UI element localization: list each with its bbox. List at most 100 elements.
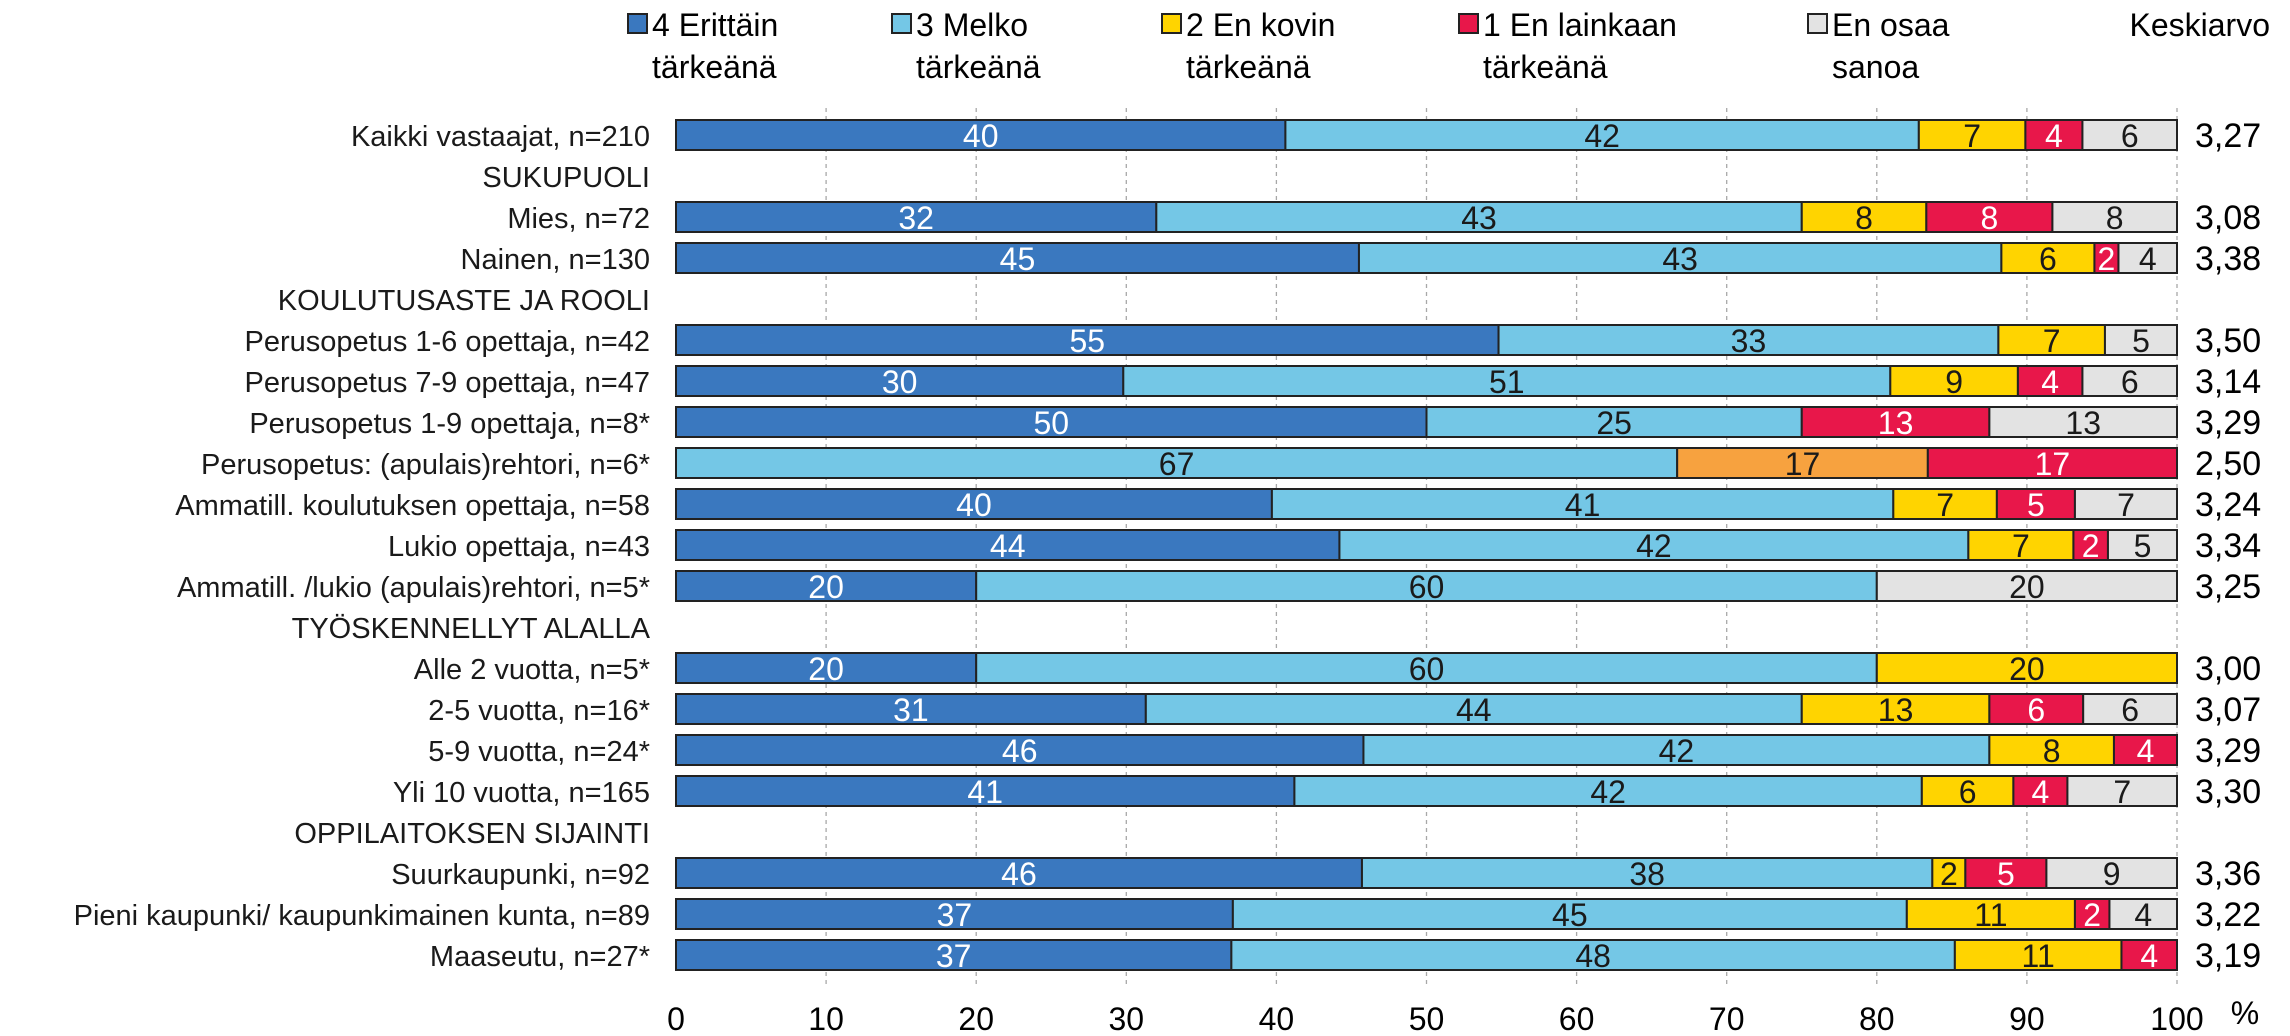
mean-column-header: Keskiarvo [2130, 7, 2271, 43]
x-unit-label: % [2231, 995, 2259, 1031]
data-label: 2 [2082, 528, 2100, 564]
data-label: 41 [1565, 487, 1601, 523]
bar-segment [1875, 570, 2179, 602]
data-label: 7 [1963, 118, 1981, 154]
data-label: 8 [1980, 200, 1998, 236]
legend-swatch [891, 13, 912, 34]
data-label: 6 [2121, 364, 2139, 400]
bar-segment [1988, 406, 2178, 438]
data-label: 8 [2106, 200, 2124, 236]
bar-segment [1357, 242, 2003, 274]
legend-swatch [1161, 13, 1182, 34]
bar-segment [1931, 857, 1967, 889]
data-label: 41 [967, 774, 1003, 810]
legend-label: 2 En kovin [1186, 7, 1335, 43]
data-label: 4 [2140, 938, 2158, 974]
bar-segment [1925, 201, 2054, 233]
category-label: Perusopetus 7-9 opettaja, n=47 [245, 367, 651, 399]
bar-segment [2073, 898, 2111, 930]
data-label: 8 [1855, 200, 1873, 236]
x-tick-label: 40 [1259, 1001, 1295, 1036]
data-label: 51 [1489, 364, 1525, 400]
bar-segment [1676, 447, 1929, 479]
bar-segment [2112, 734, 2179, 766]
data-label: 4 [2041, 364, 2059, 400]
legend-label: 3 Melko [916, 7, 1028, 43]
bar-segment [2016, 365, 2084, 397]
data-label: 5 [2132, 323, 2150, 359]
legend-label: tärkeänä [1483, 49, 1608, 85]
bar-segment [2012, 775, 2069, 807]
legend-label: 1 En lainkaan [1483, 7, 1677, 43]
x-tick-label: 90 [2009, 1001, 2045, 1036]
bar-segment [1997, 324, 2106, 356]
x-axis: 0 10 20 30 40 50 60 70 80 90 100% [667, 995, 2259, 1036]
data-label: 20 [2009, 651, 2045, 687]
category-label: Perusopetus 1-6 opettaja, n=42 [245, 326, 651, 358]
data-label: 7 [2043, 323, 2061, 359]
data-label: 48 [1575, 938, 1611, 974]
bar-segment [1230, 939, 1956, 971]
legend-label: 4 Erittäin [652, 7, 778, 43]
mean-value: 3,14 [2195, 363, 2261, 401]
bar-segment [675, 693, 1147, 725]
mean-value: 3,50 [2195, 322, 2261, 360]
mean-value: 3,00 [2195, 650, 2261, 688]
legend-swatch [627, 13, 648, 34]
bar-segment [2066, 775, 2178, 807]
data-label: 11 [1974, 897, 2007, 933]
x-tick-label: 70 [1709, 1001, 1745, 1036]
category-label: 2-5 vuotta, n=16* [428, 695, 650, 727]
bar-segment [675, 406, 1428, 438]
data-label: 8 [2043, 733, 2061, 769]
category-label: Ammatill. koulutuksen opettaja, n=58 [175, 490, 650, 522]
group-header: OPPILAITOKSEN SIJAINTI [294, 818, 650, 850]
bar-segment [1155, 201, 1803, 233]
group-header: SUKUPUOLI [482, 162, 650, 194]
category-label: Maaseutu, n=27* [430, 941, 650, 973]
data-label: 7 [2113, 774, 2131, 810]
bar-segment [1988, 693, 2085, 725]
data-label: 4 [2139, 241, 2157, 277]
mean-value: 3,07 [2195, 691, 2261, 729]
category-label: 5-9 vuotta, n=24* [428, 736, 650, 768]
mean-value: 3,27 [2195, 117, 2261, 155]
data-label: 55 [1069, 323, 1105, 359]
data-label: 40 [963, 118, 999, 154]
bar-segment [1953, 939, 2123, 971]
legend-label: tärkeänä [916, 49, 1041, 85]
data-label: 45 [1000, 241, 1036, 277]
data-label: 67 [1159, 446, 1195, 482]
bar-segment [1920, 775, 2015, 807]
data-label: 43 [1662, 241, 1698, 277]
data-label: 50 [1033, 405, 1069, 441]
category-labels: Kaikki vastaajat, n=210 SUKUPUOLI Mies, n=… [74, 121, 651, 973]
data-label: 20 [808, 569, 844, 605]
bar-segment [1875, 652, 2179, 684]
data-label: 46 [1002, 733, 1038, 769]
data-label: 44 [990, 528, 1026, 564]
data-label: 31 [893, 692, 929, 728]
bar-segment [1892, 488, 1998, 520]
bar-segment [675, 324, 1500, 356]
group-header: TYÖSKENNELLYT ALALLA [292, 613, 651, 645]
mean-value: 3,34 [2195, 527, 2261, 565]
data-label: 4 [2045, 118, 2063, 154]
data-label: 25 [1596, 405, 1632, 441]
mean-value: 3,36 [2195, 855, 2261, 893]
bar-segment [975, 652, 1878, 684]
data-label: 13 [1878, 405, 1914, 441]
legend-swatch [1807, 13, 1828, 34]
bar-segment [675, 898, 1234, 930]
x-tick-label: 20 [958, 1001, 994, 1036]
data-label: 13 [1878, 692, 1914, 728]
x-tick-label: 30 [1109, 1001, 1145, 1036]
data-label: 7 [2117, 487, 2135, 523]
bars: 40 42 7 4 632 43 8 8 845 43 6 2 455 33 7 530 51 9 4 650 25 13… [675, 118, 2179, 974]
category-label: Perusopetus 1-9 opettaja, n=8* [249, 408, 650, 440]
bar-segment [1293, 775, 1923, 807]
data-label: 5 [1997, 856, 2015, 892]
data-label: 33 [1731, 323, 1767, 359]
group-header: KOULUTUSASTE JA ROOLI [278, 285, 650, 317]
